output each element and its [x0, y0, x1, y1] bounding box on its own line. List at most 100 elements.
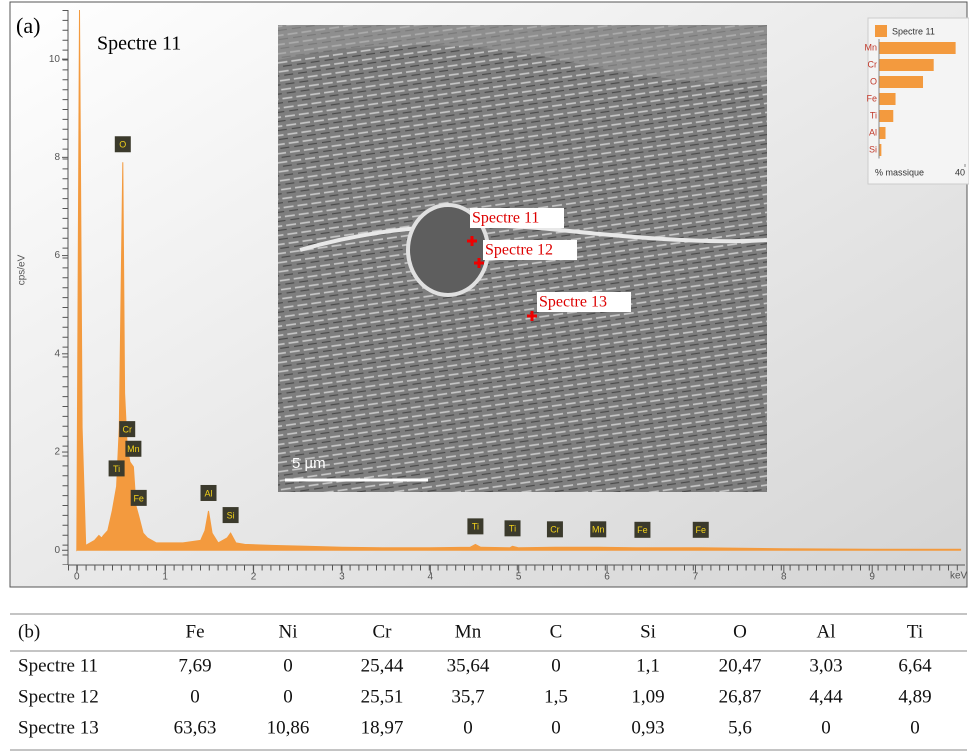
peak-label: Al	[205, 488, 213, 498]
table-cell: 6,64	[898, 655, 932, 676]
category-label: Cr	[868, 59, 878, 69]
x-tick-label: 0	[74, 572, 80, 583]
x-axis-label: keV	[950, 571, 968, 582]
table-cell: Ni	[279, 621, 298, 642]
table: (b) Fe Ni Cr Mn C Si O Al Ti Spectre 11 7,69 0 25,44 3…	[10, 613, 967, 751]
spectrum-plot: 0 2 4 6 8 10 0 1 2 3 4 5 6 7 8 9 O Cr Mn Ti Fe Al Si Ti Ti Cr Mn Fe…	[49, 9, 965, 583]
x-tick-label: 6	[604, 572, 610, 583]
bar	[879, 127, 886, 139]
table-cell: 1,5	[544, 686, 568, 707]
bar	[879, 93, 896, 105]
sem-points: Spectre 11 Spectre 12 Spectre 13	[467, 208, 631, 321]
peak-label-box	[108, 460, 125, 477]
point-marker	[467, 236, 477, 246]
peak-label: Ti	[113, 464, 120, 474]
table-cell: 10,86	[267, 717, 310, 738]
category-label: Mn	[864, 42, 877, 52]
y-tick-label: 2	[54, 447, 60, 458]
table-cell: 0	[283, 686, 293, 707]
peak-label-box	[467, 518, 484, 535]
table-cell: 26,87	[719, 686, 762, 707]
x-tick-label: 5	[516, 572, 522, 583]
y-tick-label: 10	[49, 54, 61, 65]
peak-label-box	[692, 521, 709, 538]
spectrum	[76, 9, 962, 552]
row-label: (b)	[18, 621, 40, 642]
peak-label: Fe	[696, 525, 707, 535]
table-cell: 25,51	[361, 686, 404, 707]
table-cell: 0	[190, 686, 200, 707]
category-label: Si	[869, 144, 877, 154]
point-label: Spectre 11	[472, 210, 539, 227]
peak-label-box	[222, 507, 239, 524]
table-cell: Si	[640, 621, 656, 642]
table-cell: 1,1	[636, 655, 660, 676]
category-label: Fe	[866, 93, 877, 103]
table-cell: 7,69	[178, 655, 211, 676]
peak-label: Mn	[127, 444, 140, 454]
peak-label: Mn	[592, 525, 605, 535]
chart-title: Spectre 11	[97, 33, 181, 55]
table-cell: C	[550, 621, 563, 642]
point-label-box	[470, 208, 564, 228]
table-cell: Mn	[455, 621, 482, 642]
category-label: Ti	[870, 110, 877, 120]
row-label: Spectre 12	[18, 686, 99, 707]
table-cell: 35,7	[451, 686, 484, 707]
table-cell: 4,89	[898, 686, 931, 707]
sem-ridge	[278, 25, 767, 83]
table-cell: 0,93	[631, 717, 664, 738]
x-tick-label: 9	[869, 572, 875, 583]
mass-chart: Spectre 11 Mn Cr O Fe Ti Al Si 40 % massique	[864, 25, 966, 177]
row-label: Spectre 13	[18, 717, 99, 738]
peak-label-box	[200, 484, 217, 501]
x-tick-label: 3	[339, 572, 345, 583]
y-axis-label: cps/eV	[17, 254, 28, 285]
table-cell: 0	[463, 717, 473, 738]
table-cell: 0	[551, 717, 561, 738]
peak-label: Ti	[509, 524, 516, 534]
table-cell: O	[733, 621, 747, 642]
point-label-box	[537, 292, 631, 312]
table-cell: 63,63	[174, 717, 217, 738]
legend-label: Spectre 11	[892, 26, 935, 36]
x-axis-label: % massique	[875, 167, 924, 177]
bar	[879, 42, 956, 54]
table-cell: 18,97	[361, 717, 404, 738]
bar	[879, 76, 924, 88]
peak-label: O	[119, 140, 126, 150]
point-marker	[474, 258, 484, 268]
peak-label: Cr	[122, 424, 132, 434]
x-tick-label: 8	[781, 572, 787, 583]
point-marker	[527, 311, 537, 321]
peak-label-box	[546, 521, 563, 538]
table-cell: 3,03	[809, 655, 842, 676]
peak-label-box	[114, 136, 131, 153]
table-cell: Ti	[907, 621, 923, 642]
table-cell: 0	[910, 717, 920, 738]
point-label: Spectre 13	[539, 294, 607, 311]
table-cell: 20,47	[719, 655, 762, 676]
bar	[879, 59, 934, 71]
table-cell: Cr	[373, 621, 393, 642]
x-tick-label: 7	[693, 572, 699, 583]
bar	[879, 144, 882, 156]
table-cell: Fe	[186, 621, 205, 642]
peak-label-box	[590, 521, 607, 538]
peak-label-box	[130, 489, 147, 506]
x-tick-label: 4	[428, 572, 434, 583]
table-cell: Al	[817, 621, 836, 642]
y-tick-label: 6	[54, 250, 60, 261]
x-tick-label: 1	[162, 572, 168, 583]
category-label: O	[870, 76, 877, 86]
table-cell: 0	[551, 655, 561, 676]
x-tick-label: 2	[251, 572, 257, 583]
table-cell: 25,44	[361, 655, 404, 676]
peak-label: Fe	[133, 493, 144, 503]
panel-label: (a)	[16, 13, 40, 38]
sem-crack	[299, 223, 768, 252]
table-cell: 1,09	[631, 686, 664, 707]
table-cell: 0	[821, 717, 831, 738]
peak-label-box	[125, 440, 142, 457]
